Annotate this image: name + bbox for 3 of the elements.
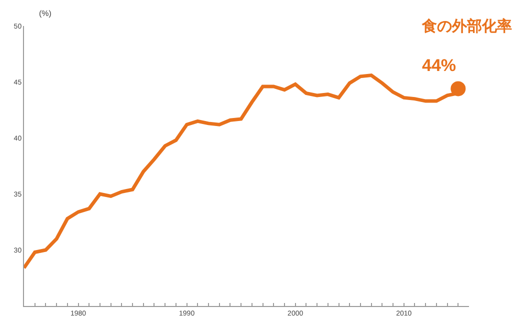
annotation: 44% [422,56,456,75]
annotation: 食の外部化率 [421,17,512,35]
y-axis-title: (%) [39,9,52,18]
